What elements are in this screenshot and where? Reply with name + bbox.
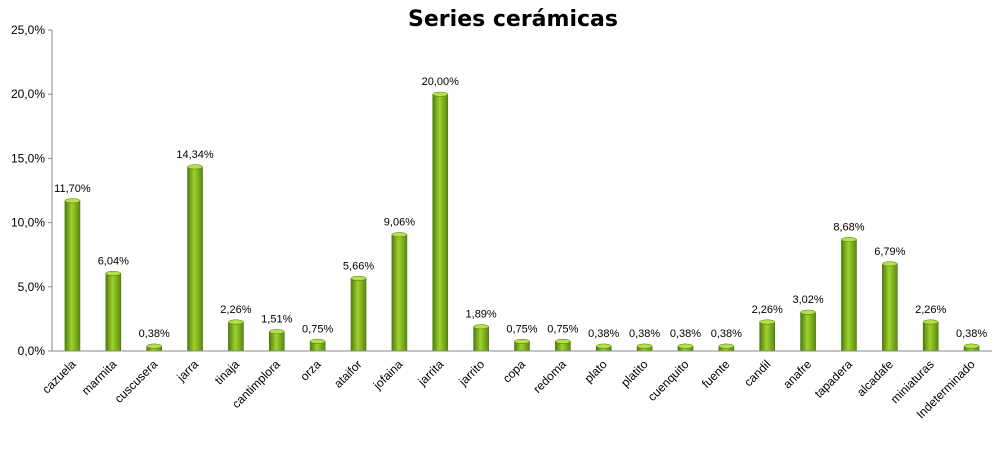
y-tick-label: 20,0% bbox=[11, 87, 45, 101]
x-tick-label: orza bbox=[297, 357, 324, 384]
x-tick-label: fuente bbox=[699, 357, 733, 391]
bar-alcadafe bbox=[882, 263, 898, 352]
bar-cantimplora bbox=[268, 331, 285, 352]
bar-top-cap bbox=[800, 309, 816, 315]
x-tick-label: copa bbox=[500, 357, 529, 386]
x-tick-label: platito bbox=[618, 357, 651, 390]
data-label: 0,38% bbox=[711, 328, 742, 340]
bar-jarrito bbox=[473, 326, 489, 352]
data-label: 9,06% bbox=[384, 217, 415, 229]
bar-top-cap bbox=[432, 91, 449, 97]
data-label: 0,75% bbox=[547, 323, 578, 335]
x-tick-label: tinaja bbox=[212, 357, 242, 387]
x-tick-label: jarra bbox=[174, 357, 202, 385]
bar-marmita bbox=[105, 273, 122, 352]
bar-top-cap bbox=[269, 329, 285, 335]
bar-miniaturas bbox=[922, 321, 939, 352]
data-label: 0,38% bbox=[588, 328, 619, 340]
bar-top-cap bbox=[595, 343, 612, 349]
data-label: 8,68% bbox=[833, 222, 864, 234]
x-tick-label: marmita bbox=[79, 357, 120, 398]
bar-top-cap bbox=[841, 237, 857, 242]
x-tick-label: cuscusera bbox=[112, 357, 161, 406]
bar-tinaja bbox=[228, 321, 244, 352]
data-label: 14,34% bbox=[176, 149, 214, 161]
x-tick-label: jarrita bbox=[415, 357, 447, 389]
bar-top-cap bbox=[882, 261, 898, 267]
data-label: 3,02% bbox=[792, 294, 823, 306]
x-tick-label: tapadera bbox=[812, 357, 856, 401]
data-labels-group: 11,70% 6,04% 0,38% 14,34% 2,26% 1,51% 0,75% 5,6… bbox=[54, 76, 987, 340]
x-tick-label: cuenquito bbox=[645, 357, 692, 404]
x-tick-label: plato bbox=[582, 357, 611, 386]
y-tick-label: 0,0% bbox=[18, 344, 46, 358]
bar-cazuela bbox=[64, 200, 81, 352]
bar-anafre bbox=[800, 311, 816, 352]
y-tick-label: 15,0% bbox=[11, 151, 45, 165]
bar-top-cap bbox=[187, 164, 203, 170]
bar-top-cap bbox=[677, 343, 694, 349]
bar-top-cap bbox=[636, 343, 653, 349]
data-label: 0,38% bbox=[670, 328, 701, 340]
bar-top-cap bbox=[64, 198, 81, 204]
bar-candil bbox=[759, 321, 776, 352]
data-label: 2,26% bbox=[752, 304, 783, 316]
bar-top-cap bbox=[922, 319, 939, 325]
data-label: 2,26% bbox=[220, 304, 251, 316]
x-tick-label: alcadafe bbox=[854, 357, 896, 399]
data-label: 0,38% bbox=[139, 328, 170, 340]
bar-top-cap bbox=[514, 338, 530, 344]
bar-top-cap bbox=[473, 324, 489, 330]
bar-jofaina bbox=[391, 234, 408, 352]
bar-jarra bbox=[187, 166, 203, 352]
x-tick-label: cazuela bbox=[39, 357, 78, 396]
data-label: 0,75% bbox=[506, 323, 537, 335]
chart-title: Series cerámicas bbox=[408, 7, 618, 32]
data-label: 2,26% bbox=[915, 304, 946, 316]
data-label: 6,04% bbox=[98, 255, 129, 267]
bar-top-cap bbox=[146, 343, 162, 349]
y-tick-label: 10,0% bbox=[11, 216, 45, 230]
bar-top-cap bbox=[555, 338, 571, 344]
x-tick-label: jarrito bbox=[455, 357, 487, 389]
bar-top-cap bbox=[350, 275, 367, 281]
bar-top-cap bbox=[963, 343, 980, 349]
y-tick-label: 5,0% bbox=[18, 280, 46, 294]
data-label: 1,89% bbox=[466, 309, 497, 321]
bar-top-cap bbox=[718, 343, 735, 349]
y-axis-ticks: 0,0% 5,0% 10,0% 15,0% 20,0% 25,0% bbox=[11, 23, 52, 358]
data-label: 0,38% bbox=[629, 328, 660, 340]
data-label: 0,75% bbox=[302, 323, 333, 335]
data-label: 11,70% bbox=[54, 183, 91, 195]
bar-top-cap bbox=[105, 270, 122, 276]
bar-top-cap bbox=[228, 319, 244, 325]
data-label: 0,38% bbox=[956, 328, 987, 340]
bar-top-cap bbox=[759, 319, 775, 325]
data-label: 1,51% bbox=[261, 314, 292, 326]
data-label: 20,00% bbox=[422, 76, 460, 88]
bar-top-cap bbox=[309, 338, 326, 344]
x-tick-label: candil bbox=[741, 357, 773, 389]
bar-tapadera bbox=[841, 239, 857, 352]
data-label: 6,79% bbox=[874, 246, 905, 258]
x-tick-label: redoma bbox=[530, 357, 569, 396]
bar-top-cap bbox=[391, 232, 408, 238]
y-tick-label: 25,0% bbox=[11, 23, 45, 37]
data-label: 5,66% bbox=[343, 260, 374, 272]
bar-ataifor bbox=[350, 278, 367, 352]
bar-jarrita bbox=[432, 93, 449, 352]
x-tick-label: jofaina bbox=[370, 357, 406, 393]
x-tick-label: ataifor bbox=[331, 357, 364, 390]
x-tick-label: anafre bbox=[780, 357, 814, 391]
